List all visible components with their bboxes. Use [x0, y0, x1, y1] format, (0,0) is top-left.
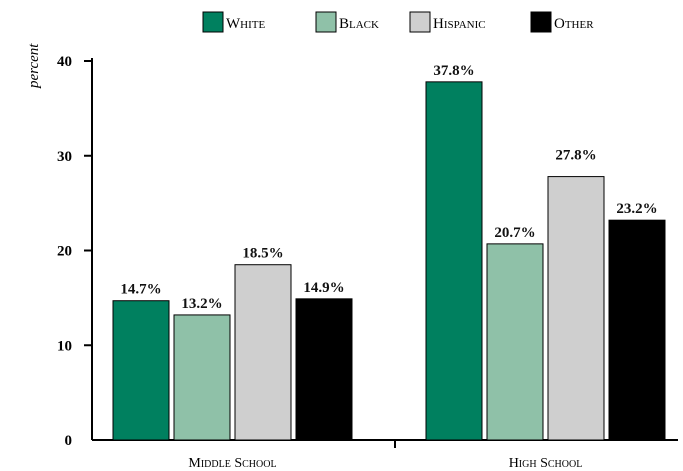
data-label-black-high-school: 20.7% [494, 225, 535, 241]
bar-other-high-school [608, 219, 666, 441]
bar-white-high-school [425, 81, 483, 441]
bar-white-middle-school [112, 300, 170, 441]
bar-other-middle-school [295, 298, 353, 441]
y-tick-label-40: 40 [57, 54, 72, 70]
legend-swatch-hispanic [409, 11, 431, 33]
y-axis-label: percent [26, 43, 42, 89]
data-label-hispanic-middle-school: 18.5% [242, 246, 283, 262]
legend-swatch-other [530, 11, 552, 33]
legend-label-white: White [226, 16, 265, 32]
data-label-other-middle-school: 14.9% [303, 280, 344, 296]
legend-label-hispanic: Hispanic [433, 16, 486, 32]
data-label-black-middle-school: 13.2% [181, 296, 222, 312]
legend-label-other: Other [554, 16, 594, 32]
data-label-white-middle-school: 14.7% [120, 282, 161, 298]
data-labels: 14.7% 13.2% 18.5% 14.9% 37.8% 20.7% 27.8% 23.2% [120, 63, 657, 312]
y-tick-label-0: 0 [65, 433, 73, 449]
y-tick-label-30: 30 [57, 149, 72, 165]
y-tick-label-10: 10 [57, 338, 72, 354]
bar-black-middle-school [173, 314, 231, 441]
legend-swatch-white [202, 11, 224, 33]
x-tick-label-middle-school: Middle School [188, 456, 276, 471]
bar-black-high-school [486, 243, 544, 441]
bars [112, 81, 666, 441]
data-label-hispanic-high-school: 27.8% [555, 148, 596, 164]
data-label-white-high-school: 37.8% [433, 63, 474, 79]
legend-swatch-black [315, 11, 337, 33]
x-tick-label-high-school: High School [509, 456, 583, 471]
y-tick-label-20: 20 [57, 244, 72, 260]
legend-label-black: Black [339, 16, 379, 32]
bar-hispanic-high-school [547, 176, 605, 441]
legend: White Black Hispanic Other [202, 11, 594, 33]
data-label-other-high-school: 23.2% [616, 201, 657, 217]
bar-hispanic-middle-school [234, 264, 292, 441]
